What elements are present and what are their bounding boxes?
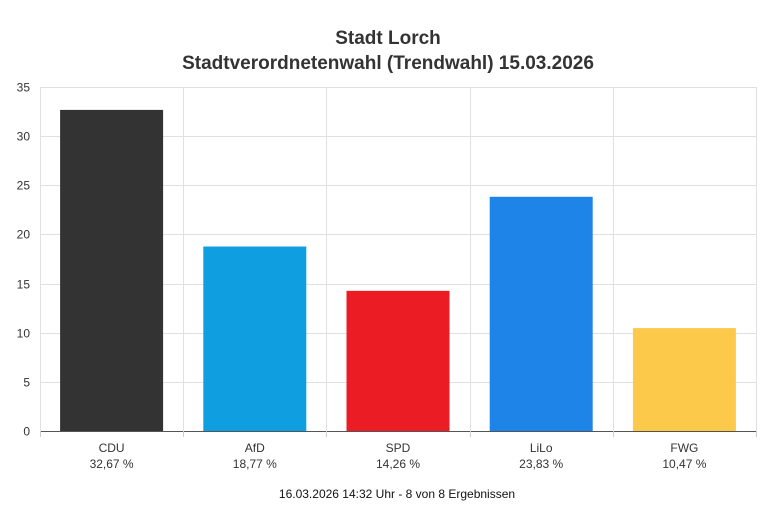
y-tick-label: 0 (23, 425, 30, 439)
chart-title: Stadt Lorch (335, 28, 441, 49)
y-tick-label: 25 (17, 179, 31, 193)
chart-subtitle: Stadtverordnetenwahl (Trendwahl) 15.03.2… (182, 53, 594, 74)
y-tick-label: 30 (17, 130, 31, 144)
y-tick-label: 5 (23, 376, 30, 390)
x-value-label: 18,77 % (233, 457, 277, 471)
x-category-label: SPD (386, 441, 411, 455)
bar-afd (203, 246, 307, 431)
y-tick-label: 10 (17, 327, 31, 341)
bar-cdu (60, 109, 164, 431)
y-tick-label: 35 (17, 81, 31, 95)
bar-spd (346, 290, 450, 431)
x-axis: CDU 32,67 % AfD 18,77 % SPD 14,26 % LiLo 23,83 … (90, 441, 707, 471)
x-category-label: LiLo (530, 441, 553, 455)
y-axis: 0 5 10 15 20 25 30 35 (17, 81, 31, 439)
bar-lilo (489, 196, 593, 431)
x-category-label: FWG (670, 441, 698, 455)
bars (60, 109, 736, 431)
x-value-label: 32,67 % (90, 457, 134, 471)
y-tick-label: 20 (17, 228, 31, 242)
x-value-label: 10,47 % (662, 457, 706, 471)
bar-fwg (632, 328, 736, 431)
x-value-label: 23,83 % (519, 457, 563, 471)
x-category-label: CDU (99, 441, 125, 455)
x-value-label: 14,26 % (376, 457, 420, 471)
footer-status: 16.03.2026 14:32 Uhr - 8 von 8 Ergebniss… (279, 487, 515, 501)
x-category-label: AfD (245, 441, 265, 455)
y-tick-label: 15 (17, 278, 31, 292)
